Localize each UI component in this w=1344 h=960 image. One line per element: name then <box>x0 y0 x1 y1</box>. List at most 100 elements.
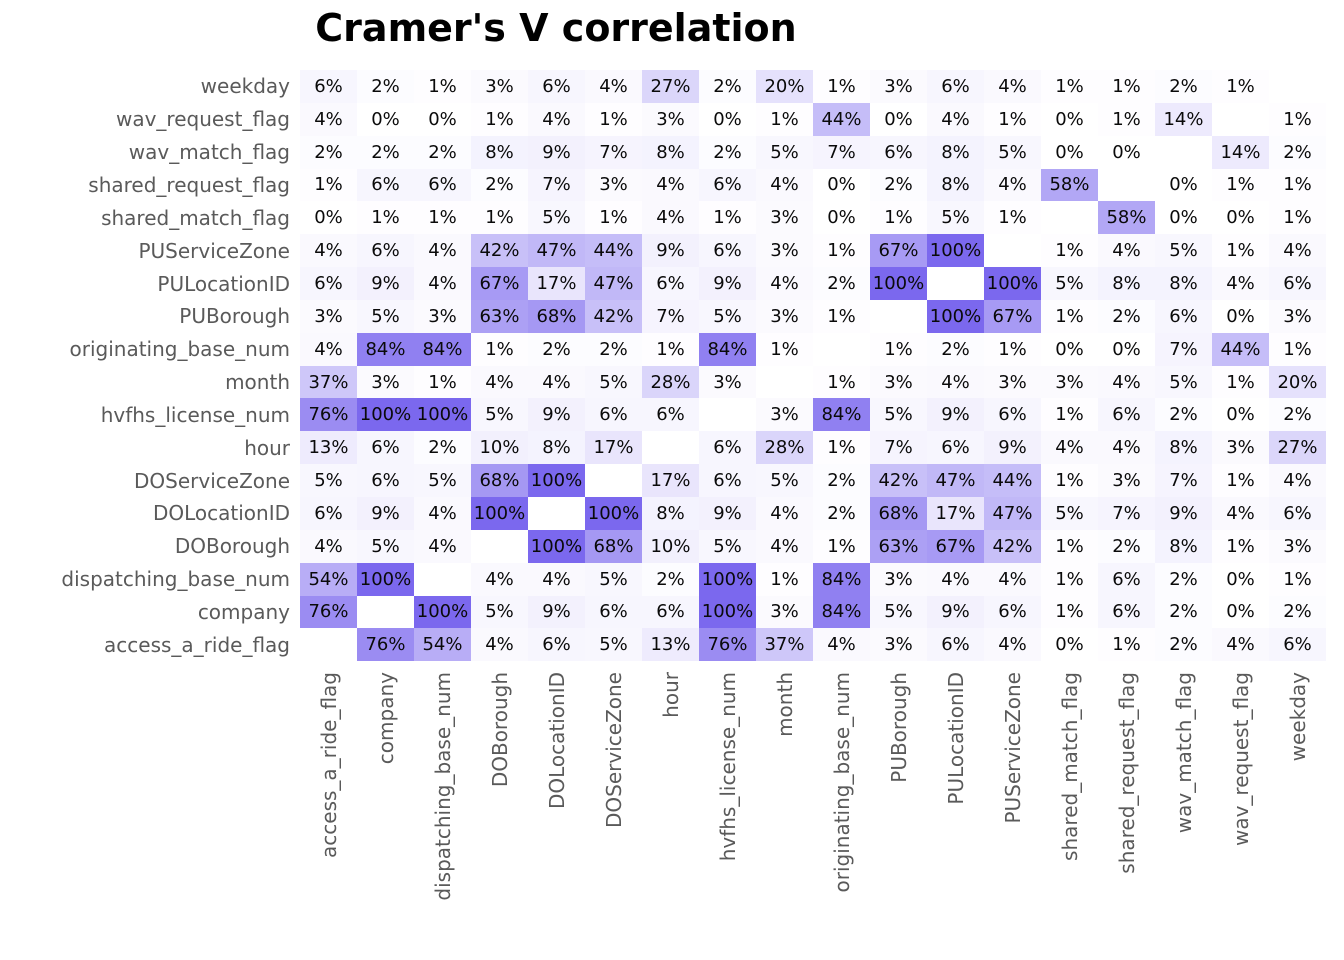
heatmap-cell: 100% <box>357 562 414 596</box>
heatmap-cell: 9% <box>357 496 414 530</box>
heatmap-cell: 8% <box>1098 267 1155 300</box>
heatmap-cell: 1% <box>1041 70 1098 103</box>
heatmap-cell: 100% <box>585 496 642 530</box>
heatmap-cell: 2% <box>1269 398 1326 432</box>
heatmap-cell: 47% <box>927 464 984 497</box>
heatmap-cell: 4% <box>984 562 1041 596</box>
heatmap-cell: 100% <box>699 595 756 629</box>
heatmap-cell: 1% <box>1269 168 1326 202</box>
heatmap-cell: 6% <box>642 595 699 629</box>
heatmap-cell: 1% <box>585 201 642 235</box>
heatmap-cell: 0% <box>1212 299 1269 333</box>
heatmap-cell: 6% <box>870 135 927 169</box>
heatmap-cell: 3% <box>1041 365 1098 399</box>
heatmap-cell: 1% <box>984 201 1041 235</box>
heatmap-cell: 13% <box>642 628 699 662</box>
heatmap-cell: 63% <box>870 529 927 563</box>
heatmap-cell: 1% <box>471 332 528 366</box>
heatmap-cell: 6% <box>699 464 756 497</box>
heatmap-cell: 6% <box>699 234 756 268</box>
heatmap-cell: 9% <box>642 234 699 268</box>
heatmap-cell: 7% <box>528 168 585 202</box>
heatmap-cell: 7% <box>870 431 927 465</box>
heatmap-cell <box>414 562 471 596</box>
heatmap-cell: 1% <box>756 332 813 366</box>
heatmap-cell: 5% <box>528 201 585 235</box>
heatmap-cell: 3% <box>699 365 756 399</box>
heatmap-cell: 8% <box>1155 529 1212 563</box>
heatmap-cell: 1% <box>1041 595 1098 629</box>
heatmap-cell: 1% <box>1212 365 1269 399</box>
heatmap-cell: 1% <box>984 102 1041 136</box>
heatmap-cell: 3% <box>756 234 813 268</box>
heatmap-cell: 4% <box>927 102 984 136</box>
heatmap-cell: 1% <box>1269 102 1326 136</box>
x-axis-label: access_a_ride_flag <box>316 672 341 859</box>
y-axis-label: PULocationID <box>157 271 290 296</box>
y-axis-label: weekday <box>200 74 290 99</box>
heatmap-cell: 100% <box>870 267 927 300</box>
heatmap-cell: 2% <box>699 135 756 169</box>
heatmap-cell: 76% <box>300 398 357 432</box>
heatmap-cell: 4% <box>300 332 357 366</box>
heatmap-cell: 5% <box>585 562 642 596</box>
heatmap-cell: 1% <box>1098 102 1155 136</box>
heatmap-cell: 5% <box>585 365 642 399</box>
x-axis-label: originating_base_num <box>829 672 854 893</box>
heatmap-cell: 6% <box>357 431 414 465</box>
heatmap-cell <box>984 234 1041 268</box>
heatmap-cell: 1% <box>414 365 471 399</box>
heatmap-cell: 44% <box>813 102 870 136</box>
heatmap-cell: 1% <box>1041 464 1098 497</box>
heatmap-cell: 1% <box>756 102 813 136</box>
heatmap-cell: 8% <box>471 135 528 169</box>
heatmap-cell: 100% <box>927 234 984 268</box>
heatmap-cell: 4% <box>1269 234 1326 268</box>
heatmap-cell <box>1269 70 1326 103</box>
heatmap-cell: 6% <box>1098 595 1155 629</box>
heatmap-cell: 1% <box>471 102 528 136</box>
heatmap-cell: 4% <box>1098 234 1155 268</box>
heatmap-cell: 3% <box>414 299 471 333</box>
heatmap-cell: 0% <box>1041 102 1098 136</box>
heatmap-cell: 67% <box>984 299 1041 333</box>
heatmap-cell: 7% <box>1155 332 1212 366</box>
heatmap-cell: 5% <box>357 529 414 563</box>
heatmap-cell: 3% <box>585 168 642 202</box>
heatmap-cell: 6% <box>984 595 1041 629</box>
heatmap-cell: 20% <box>1269 365 1326 399</box>
heatmap-cell: 7% <box>813 135 870 169</box>
heatmap-cell: 4% <box>984 70 1041 103</box>
heatmap-cell: 2% <box>528 332 585 366</box>
heatmap-cell: 84% <box>813 562 870 596</box>
heatmap-cell: 5% <box>699 529 756 563</box>
heatmap-cell: 6% <box>642 267 699 300</box>
heatmap-cell: 4% <box>1212 628 1269 662</box>
heatmap-cell: 5% <box>756 135 813 169</box>
heatmap-cell: 2% <box>357 135 414 169</box>
heatmap-cell: 0% <box>1041 332 1098 366</box>
heatmap-cell: 4% <box>471 628 528 662</box>
heatmap-cell: 63% <box>471 299 528 333</box>
heatmap-cell <box>1041 201 1098 235</box>
heatmap-cell: 4% <box>1212 496 1269 530</box>
x-axis-label: shared_request_flag <box>1114 672 1139 875</box>
heatmap-cell: 14% <box>1155 102 1212 136</box>
heatmap-cell: 5% <box>471 595 528 629</box>
heatmap-cell: 1% <box>1269 562 1326 596</box>
heatmap-cell: 4% <box>414 234 471 268</box>
heatmap-cell: 4% <box>528 102 585 136</box>
heatmap-cell: 4% <box>1098 365 1155 399</box>
heatmap-cell: 5% <box>1155 365 1212 399</box>
heatmap-cell: 3% <box>870 562 927 596</box>
heatmap-cell: 4% <box>927 562 984 596</box>
heatmap-cell: 2% <box>1155 70 1212 103</box>
heatmap-cell: 1% <box>642 332 699 366</box>
y-axis-label: originating_base_num <box>69 337 290 362</box>
heatmap-cell: 9% <box>528 135 585 169</box>
heatmap-cell: 44% <box>984 464 1041 497</box>
heatmap-cell: 1% <box>813 365 870 399</box>
heatmap-cell: 0% <box>1155 168 1212 202</box>
y-axis-label: month <box>225 370 290 395</box>
heatmap-cell: 6% <box>300 496 357 530</box>
